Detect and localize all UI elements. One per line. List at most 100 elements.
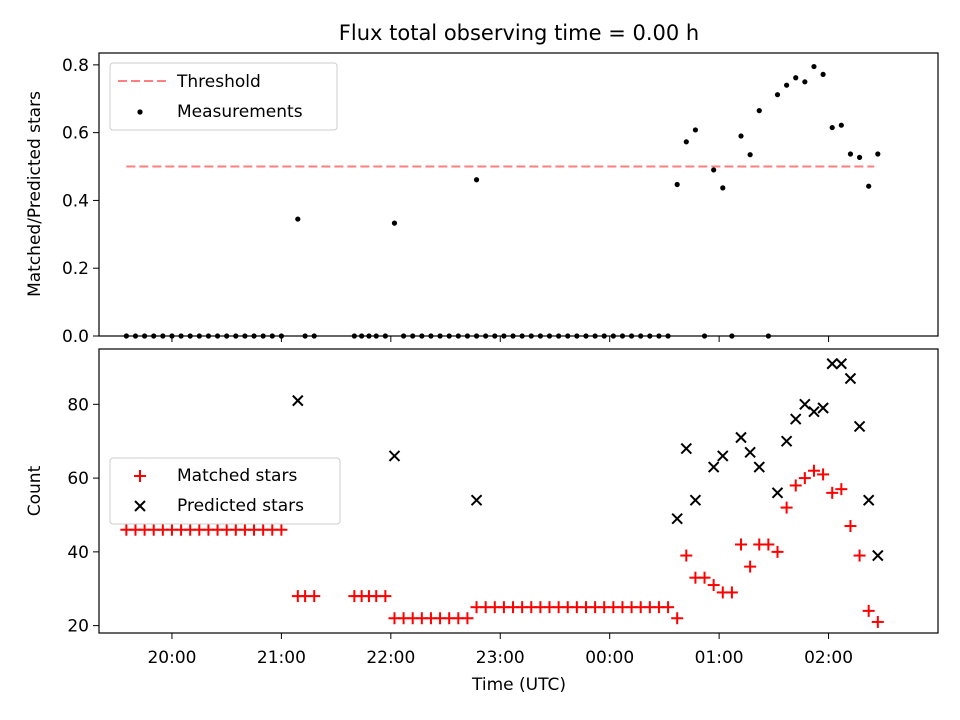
measurement-point (829, 124, 835, 131)
predicted-stars-point (388, 450, 401, 462)
matched-stars-point (835, 483, 848, 496)
x-tick-label: 23:00 (476, 648, 525, 668)
matched-stars-point (807, 464, 820, 477)
matched-stars-point (707, 579, 720, 592)
predicted-stars-point (753, 461, 765, 473)
top-y-ticks: 0.0 0.2 0.4 0.6 0.8 (62, 56, 99, 347)
measurement-point (847, 151, 854, 157)
measurement-point (747, 152, 753, 158)
top-y-axis-label: Matched/Predicted stars (25, 91, 45, 297)
top-legend-box (109, 62, 338, 131)
matched-stars-point (698, 571, 711, 584)
matched-legend-label: Matched stars (177, 466, 297, 486)
matched-stars-point (826, 486, 839, 499)
matched-stars-point (680, 549, 693, 562)
bottom-y-axis-label: Count (25, 465, 45, 516)
x-tick-label: 21:00 (257, 648, 306, 668)
matched-stars-point (308, 590, 321, 603)
count-plot-panel: Count Time (UTC) 20 40 60 80 20:00 21:00 22:0… (25, 348, 939, 695)
measurement-point (838, 122, 844, 128)
predicted-stars-point (826, 358, 838, 370)
predicted-stars-point (835, 358, 848, 370)
top-legend: Threshold Measurements (109, 62, 338, 131)
measurement-point (473, 177, 480, 183)
bottom-legend-box (109, 457, 341, 525)
predicted-stars-point (862, 494, 875, 506)
ratio-plot-panel: Flux total observing time = 0.00 h Match… (25, 21, 939, 347)
predicted-stars-point (470, 494, 483, 506)
predicted-stars-point (292, 394, 304, 407)
y-tick-label: 20 (67, 617, 89, 637)
x-tick-label: 02:00 (804, 648, 853, 668)
predicted-stars-point (771, 487, 784, 499)
measurement-point (756, 108, 762, 114)
matched-stars-point (662, 601, 675, 614)
measurement-point (774, 92, 781, 98)
measurement-point (720, 185, 726, 191)
chart-title: Flux total observing time = 0.00 h (339, 21, 699, 45)
predicted-stars-point (707, 461, 720, 473)
x-tick-label: 00:00 (585, 648, 634, 668)
bottom-data-marks (120, 358, 884, 628)
predicted-stars-point (671, 512, 683, 525)
measurement-point (674, 181, 680, 188)
matched-stars-point (780, 501, 793, 514)
predicted-legend-swatch (134, 500, 146, 512)
matched-stars-point (379, 590, 392, 603)
y-tick-label: 0.0 (62, 327, 89, 347)
measurement-point (811, 63, 817, 70)
y-tick-label: 0.2 (62, 259, 89, 279)
measurements-legend-label: Measurements (177, 102, 303, 122)
y-tick-label: 40 (67, 543, 89, 563)
matched-stars-point (762, 538, 775, 551)
predicted-stars-point (717, 450, 729, 462)
predicted-stars-point (780, 435, 793, 447)
predicted-stars-point (817, 402, 829, 414)
predicted-stars-point (689, 494, 702, 506)
y-tick-label: 80 (67, 395, 89, 415)
measurement-point (295, 216, 301, 222)
bottom-x-ticks: 20:00 21:00 22:00 23:00 00:00 01:00 02:00 (147, 633, 853, 668)
measurement-point (784, 82, 790, 88)
measurement-point (866, 183, 872, 189)
x-tick-label: 20:00 (147, 648, 196, 668)
measurement-point (875, 151, 881, 157)
matched-stars-point (735, 538, 748, 551)
x-tick-label: 01:00 (695, 648, 744, 668)
predicted-stars-point (872, 549, 884, 562)
measurement-point (820, 71, 826, 77)
threshold-legend-label: Threshold (176, 72, 261, 92)
measurement-point (711, 167, 717, 173)
measurement-point (391, 220, 398, 226)
matched-stars-point (844, 520, 857, 533)
bottom-legend: Matched stars Predicted stars (109, 457, 341, 525)
measurement-point (692, 127, 699, 133)
matched-stars-point (461, 612, 474, 625)
y-tick-label: 60 (67, 469, 89, 489)
bottom-y-ticks: 20 40 60 80 (67, 395, 99, 637)
x-axis-label: Time (UTC) (471, 675, 566, 695)
matched-stars-point (771, 545, 784, 558)
matched-stars-point (275, 523, 288, 536)
matched-stars-point (789, 479, 802, 492)
measurement-point (793, 75, 799, 81)
predicted-legend-label: Predicted stars (177, 496, 304, 516)
y-tick-label: 0.6 (62, 124, 89, 144)
measurement-point (738, 133, 744, 139)
x-tick-label: 22:00 (366, 648, 415, 668)
predicted-stars-point (790, 413, 802, 425)
matched-legend-swatch (134, 470, 146, 482)
measurement-point (683, 139, 689, 145)
matched-stars-point (798, 472, 811, 485)
matched-stars-point (725, 586, 738, 599)
matched-stars-point (871, 615, 884, 628)
predicted-stars-point (680, 442, 693, 455)
matched-stars-point (744, 560, 757, 573)
predicted-stars-point (853, 420, 866, 433)
predicted-stars-point (735, 431, 747, 444)
matched-stars-point (671, 612, 684, 625)
measurements-legend-swatch (137, 109, 143, 115)
predicted-stars-point (799, 398, 811, 411)
bottom-axes-frame (98, 348, 939, 634)
predicted-stars-point (744, 446, 756, 458)
